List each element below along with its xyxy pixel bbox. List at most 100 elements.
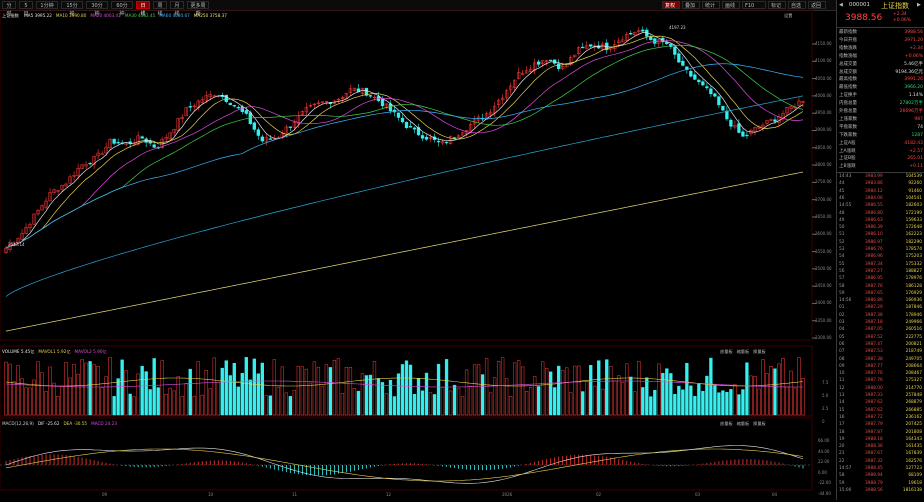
volume-mode-button[interactable]: 缩量板: [736, 349, 750, 354]
volume-bar: [352, 388, 357, 416]
candle-body: [709, 88, 713, 95]
candle-body: [669, 43, 673, 47]
volume-bar: [336, 358, 341, 416]
tab-period-5[interactable]: 60分钟: [111, 1, 133, 17]
next-stock-icon[interactable]: ▶: [917, 2, 921, 8]
volume-bar: [36, 361, 40, 416]
tab-period-4[interactable]: 30分钟: [86, 1, 108, 17]
tick-row: 19 3988.18 164343: [837, 437, 924, 444]
quote-value: 3971.20: [904, 37, 923, 43]
tick-price: 3986.80: [865, 210, 883, 216]
volume-bar: [196, 361, 200, 416]
candle-body: [697, 79, 701, 83]
candle-body: [797, 100, 801, 106]
price-tick-label: 3950.00: [815, 110, 832, 116]
macd-mode-button[interactable]: 换量板: [753, 421, 766, 426]
tick-time: 13: [839, 393, 845, 398]
quote-value: 9194.36亿元: [895, 69, 923, 75]
candle-body: [176, 118, 180, 131]
toolbar-btn-0[interactable]: 复权: [662, 1, 680, 9]
candle-body: [348, 88, 353, 93]
tick-row: 59 3988.79 19618: [837, 481, 924, 488]
candle-body: [80, 164, 84, 169]
volume-legend-item: MAVOL1 5.92亿: [38, 349, 71, 354]
settings-button[interactable]: 设置: [784, 13, 793, 18]
tick-price: 3986.10: [865, 232, 883, 238]
tick-row: 45 3984.12 91460: [837, 189, 924, 196]
toolbar-btn-7[interactable]: 返回: [808, 1, 826, 9]
tick-time: 22: [839, 458, 845, 464]
candle-body: [681, 60, 685, 66]
candle-body: [104, 146, 108, 154]
volume-bar: [88, 361, 92, 416]
price-tick-label: 3650.00: [815, 213, 832, 219]
toolbar-btn-3[interactable]: 画线: [722, 1, 740, 9]
candle-body: [124, 142, 128, 145]
toolbar-btn-1[interactable]: 叠加: [682, 1, 700, 9]
volume-mode-button[interactable]: 换量板: [753, 349, 766, 354]
candle-body: [396, 112, 401, 118]
toolbar-btn-4[interactable]: F10: [742, 1, 766, 9]
volume-bar: [40, 372, 44, 416]
tick-time: 03: [839, 320, 845, 325]
macd-tick-label: 66.00: [818, 438, 830, 443]
candle-body: [4, 247, 8, 253]
tick-time: 48: [839, 210, 845, 216]
prev-stock-icon[interactable]: ◀: [839, 2, 843, 8]
kline-chart-area[interactable]: 上证指数 MA5 3995.22 MA10 3990.80 MA20 4003.41…: [0, 9, 836, 500]
toolbar-btn-2[interactable]: 统计: [702, 1, 720, 9]
volume-mode-button[interactable]: 放量板: [720, 349, 733, 354]
volume-bar: [637, 361, 641, 416]
candle-body: [737, 123, 741, 133]
toolbar-btn-6[interactable]: 自选: [788, 1, 806, 9]
tab-period-0[interactable]: 分时: [2, 1, 16, 17]
price-tick-label: 3900.00: [815, 127, 832, 133]
volume-bar: [757, 388, 761, 416]
candle-body: [48, 192, 52, 202]
kline-chart-svg[interactable]: [0, 9, 836, 500]
tab-period-8[interactable]: 月线: [170, 1, 184, 17]
macd-mode-button[interactable]: 放量板: [720, 421, 733, 426]
tick-volume: 92260: [908, 181, 922, 187]
tab-period-6[interactable]: 日线: [136, 1, 150, 17]
tab-period-1[interactable]: 5日: [19, 1, 33, 17]
ma-line: [5, 32, 804, 249]
volume-bar: [460, 396, 465, 416]
macd-mode-button[interactable]: 缩量板: [736, 421, 750, 426]
tab-period-2[interactable]: 1分钟: [36, 1, 58, 9]
macd-tick-label: 44.00: [818, 448, 830, 454]
volume-bar: [312, 361, 317, 416]
volume-bar: [164, 393, 168, 416]
tick-row: 17 3987.79 207425: [837, 422, 924, 429]
volume-bar: [709, 357, 713, 416]
tab-period-7[interactable]: 周线: [153, 1, 167, 17]
toolbar-btn-5[interactable]: 标记: [768, 1, 786, 9]
volume-bar: [657, 363, 661, 416]
price-tick-label: 4150.00: [815, 41, 832, 46]
tick-time: 16: [839, 414, 845, 420]
volume-bar: [777, 363, 781, 416]
candle-body: [633, 31, 637, 36]
tick-time: 20: [839, 444, 845, 450]
candle-body: [116, 142, 120, 144]
candle-body: [721, 105, 725, 111]
candle-body: [577, 47, 581, 54]
volume-bar: [737, 394, 741, 416]
tick-row: 14:55 3986.55 182603: [837, 203, 924, 210]
quote-row: 总成交量 5.46亿手: [839, 61, 923, 68]
tab-period-3[interactable]: 15分钟: [61, 1, 83, 17]
candle-body: [785, 107, 789, 114]
tick-volume: 188827: [905, 268, 922, 274]
volume-bar: [589, 364, 593, 416]
volume-bar: [581, 391, 585, 416]
tick-row: 10 3987.76 208467: [837, 371, 924, 378]
tick-time: 52: [839, 239, 845, 245]
volume-bar: [629, 376, 633, 416]
tick-time: 08: [839, 356, 845, 362]
tab-period-9[interactable]: 更多周期: [187, 1, 209, 17]
candle-body: [252, 122, 256, 130]
candle-body: [372, 96, 377, 99]
tick-price: 3986.97: [865, 239, 883, 245]
volume-bar: [376, 378, 381, 416]
tick-volume: 176929: [905, 290, 922, 296]
